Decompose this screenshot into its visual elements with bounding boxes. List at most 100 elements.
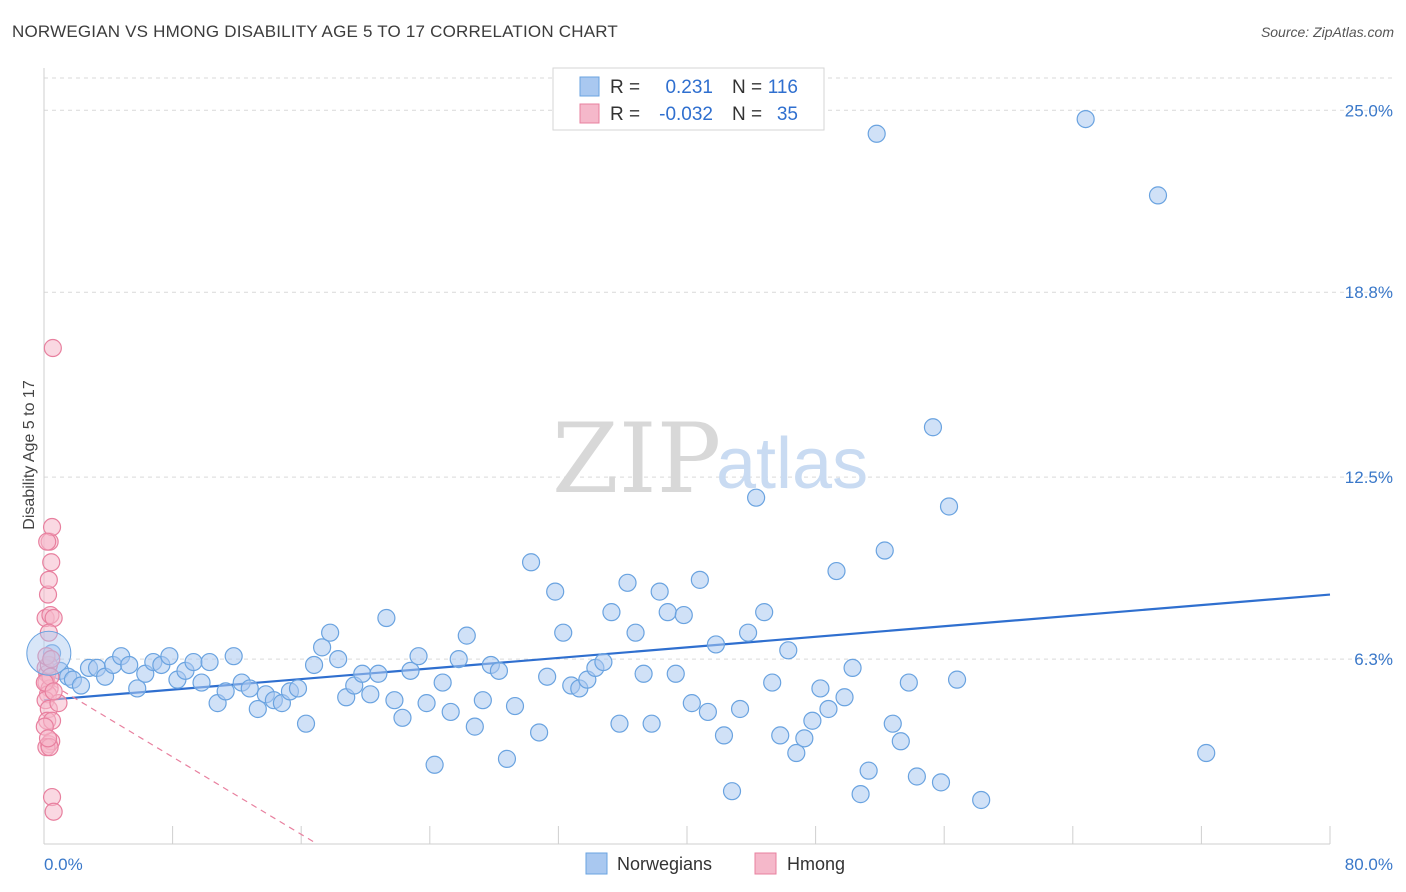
point-norwegians (473, 691, 492, 710)
point-norwegians (538, 667, 557, 686)
legend-n-label: N = (732, 77, 762, 98)
point-norwegians (312, 638, 332, 657)
watermark-zip: ZIP (552, 403, 721, 515)
point-norwegians (594, 652, 613, 672)
watermark-atlas: atlas (716, 424, 868, 504)
point-norwegians (554, 623, 573, 642)
point-norwegians (771, 726, 790, 745)
bottom-legend-label-hmong: Hmong (787, 854, 845, 874)
point-norwegians (457, 626, 476, 645)
point-norwegians (489, 661, 509, 680)
bottom-legend-swatch-norwegians (585, 852, 608, 875)
point-norwegians (883, 714, 902, 733)
point-norwegians (1148, 186, 1168, 205)
point-norwegians (530, 723, 549, 742)
bottom-legend-label-norwegians: Norwegians (617, 854, 712, 874)
point-norwegians (907, 767, 926, 786)
legend-r-value: 0.231 (665, 77, 713, 98)
point-norwegians (867, 124, 886, 143)
point-norwegians (361, 685, 380, 704)
point-norwegians (546, 582, 565, 601)
chart-title: NORWEGIAN VS HMONG DISABILITY AGE 5 TO 1… (12, 22, 618, 41)
legend-swatch-norwegians (579, 76, 600, 97)
point-norwegians (409, 647, 428, 666)
point-norwegians (755, 603, 774, 622)
point-norwegians (779, 641, 798, 660)
point-norwegians (296, 714, 316, 733)
point-norwegians (682, 694, 701, 713)
point-norwegians (747, 488, 766, 507)
point-norwegians (803, 711, 822, 730)
y-tick-label: 25.0% (1345, 101, 1393, 120)
point-norwegians (321, 623, 340, 642)
point-norwegians (393, 708, 412, 727)
point-norwegians (184, 652, 203, 672)
point-cluster-norwegians (26, 630, 72, 676)
point-norwegians (634, 664, 653, 683)
point-norwegians (795, 729, 814, 748)
point-norwegians (851, 785, 870, 804)
point-norwegians (610, 714, 629, 733)
legend-n-value: 116 (768, 77, 798, 98)
point-norwegians (441, 702, 460, 722)
point-norwegians (811, 679, 830, 698)
point-norwegians (650, 582, 669, 601)
legend-n-value: 35 (777, 104, 798, 125)
point-norwegians (1197, 743, 1216, 763)
point-hmong (44, 802, 63, 821)
point-norwegians (329, 650, 348, 669)
y-tick-label: 6.3% (1354, 650, 1393, 669)
point-hmong (38, 729, 58, 748)
point-norwegians (240, 679, 259, 698)
point-norwegians (787, 743, 806, 763)
point-norwegians (160, 647, 179, 666)
point-norwegians (216, 682, 235, 701)
bottom-legend-swatch-hmong (754, 852, 777, 875)
point-norwegians (722, 782, 742, 801)
point-norwegians (505, 696, 525, 716)
point-norwegians (939, 497, 959, 516)
point-norwegians (433, 673, 452, 692)
point-norwegians (618, 573, 637, 592)
point-norwegians (923, 418, 943, 437)
point-norwegians (827, 561, 846, 581)
x-tick-label: 80.0% (1345, 855, 1393, 874)
point-norwegians (931, 773, 951, 792)
point-hmong (42, 553, 61, 572)
point-hmong (43, 338, 62, 358)
y-axis-label: Disability Age 5 to 17 (21, 380, 38, 530)
point-norwegians (819, 699, 838, 719)
source-label: Source: ZipAtlas.com (1260, 24, 1394, 40)
point-norwegians (128, 679, 147, 698)
point-hmong (39, 570, 58, 589)
data-points (26, 109, 1216, 821)
point-norwegians (835, 688, 854, 707)
point-norwegians (714, 726, 734, 745)
point-norwegians (698, 702, 717, 722)
point-norwegians (658, 603, 677, 622)
point-norwegians (120, 655, 139, 675)
legend-r-value: -0.032 (659, 104, 713, 125)
point-norwegians (972, 790, 991, 810)
point-norwegians (947, 670, 967, 689)
legend-box: R = 0.231 N = 116 R = -0.032 N = 35 (552, 67, 825, 131)
point-hmong (38, 532, 57, 551)
point-norwegians (891, 732, 910, 751)
y-tick-label: 12.5% (1345, 468, 1393, 487)
point-norwegians (425, 755, 444, 774)
point-norwegians (224, 647, 243, 666)
point-norwegians (192, 673, 211, 692)
point-norwegians (401, 661, 420, 680)
legend-r-label: R = (610, 104, 640, 125)
legend-r-label: R = (610, 77, 640, 98)
bottom-legend: Norwegians Hmong (585, 852, 845, 875)
point-norwegians (859, 761, 878, 780)
tick-labels: 6.3% 12.5% 18.8% 25.0% 0.0% 80.0% (44, 101, 1393, 874)
point-norwegians (449, 650, 468, 669)
point-norwegians (602, 603, 621, 622)
point-hmong (42, 650, 61, 669)
point-norwegians (353, 664, 372, 683)
trend-line-hmong (43, 679, 318, 845)
y-tick-label: 18.8% (1345, 283, 1393, 302)
point-norwegians (738, 623, 758, 642)
